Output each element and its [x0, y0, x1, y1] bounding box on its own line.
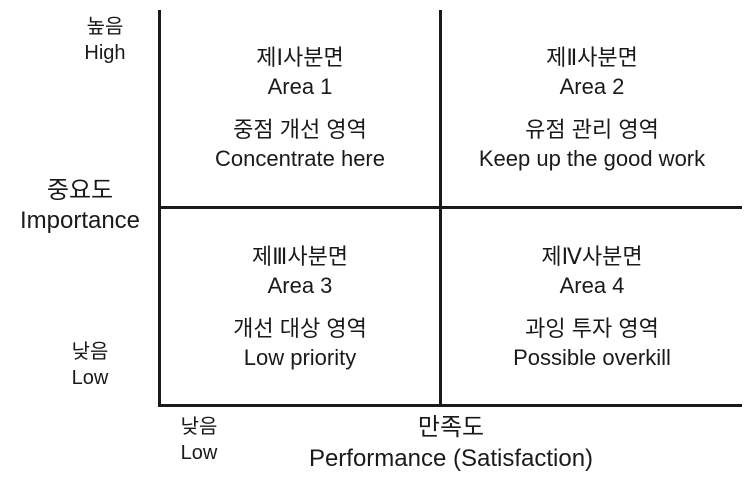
quadrant-title-en: Area 3 — [267, 273, 333, 298]
quadrant-strategy-en: Low priority — [243, 345, 357, 370]
quadrant-strategy-en: Possible overkill — [513, 345, 671, 370]
quadrant-title-ko: 제Ⅱ사분면 — [546, 45, 638, 70]
y-axis-low-en: Low — [71, 367, 109, 389]
quadrant-strategy-ko: 유점 관리 영역 — [525, 117, 659, 142]
quadrant-title-ko: 제Ⅰ사분면 — [256, 45, 344, 70]
quadrant-strategy-ko: 중점 개선 영역 — [233, 117, 367, 142]
x-axis-title-ko: 만족도 — [417, 414, 485, 441]
quadrant-title-ko: 제Ⅲ사분면 — [251, 244, 349, 269]
y-axis-title-ko: 중요도 — [46, 177, 114, 204]
quadrant-1: 제Ⅰ사분면 Area 1 중점 개선 영역 Concentrate here — [160, 43, 440, 173]
x-axis-title: 만족도 Performance (Satisfaction) — [270, 412, 632, 474]
x-axis-title-en: Performance (Satisfaction) — [308, 445, 594, 472]
y-axis-low-ko: 낮음 — [71, 341, 109, 363]
y-axis-title-en: Importance — [19, 207, 141, 234]
y-axis-high-label: 높음 High — [60, 14, 150, 66]
x-axis-low-ko: 낮음 — [180, 416, 218, 438]
quadrant-3: 제Ⅲ사분면 Area 3 개선 대상 영역 Low priority — [160, 242, 440, 372]
quadrant-title-en: Area 2 — [559, 74, 625, 99]
quadrant-strategy-ko: 과잉 투자 영역 — [525, 316, 659, 341]
quadrant-2: 제Ⅱ사분면 Area 2 유점 관리 영역 Keep up the good w… — [442, 43, 742, 173]
x-axis-low-label: 낮음 Low — [160, 414, 238, 466]
y-axis-high-en: High — [84, 42, 126, 64]
quadrant-strategy-en: Concentrate here — [215, 146, 385, 171]
y-axis-title: 중요도 Importance — [0, 176, 160, 236]
y-axis-line — [158, 10, 161, 407]
y-axis-high-ko: 높음 — [86, 16, 124, 38]
quadrant-strategy-en: Keep up the good work — [478, 146, 706, 171]
quadrant-strategy-ko: 개선 대상 영역 — [233, 316, 367, 341]
x-axis-low-en: Low — [180, 442, 218, 464]
quadrant-title-en: Area 1 — [267, 74, 333, 99]
x-axis-line — [158, 404, 742, 407]
quadrant-title-ko: 제Ⅳ사분면 — [541, 244, 643, 269]
quadrant-4: 제Ⅳ사분면 Area 4 과잉 투자 영역 Possible overkill — [442, 242, 742, 372]
quadrant-title-en: Area 4 — [559, 273, 625, 298]
y-axis-low-label: 낮음 Low — [45, 339, 135, 391]
horizontal-divider — [160, 206, 742, 209]
